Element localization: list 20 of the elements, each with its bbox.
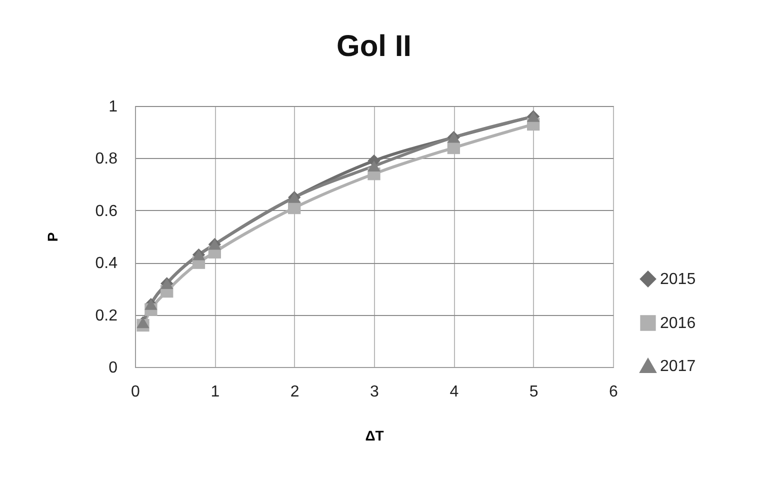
- legend-label: 2016: [660, 315, 696, 332]
- y-tick-label: 0.6: [95, 202, 118, 220]
- y-tick-label: 0.8: [95, 150, 118, 168]
- x-axis-title: ΔT: [365, 428, 384, 444]
- x-tick-label: 1: [210, 384, 220, 400]
- legend-label: 2017: [660, 358, 696, 375]
- y-tick-label: 0: [108, 360, 118, 376]
- y-tick-label: 0.4: [95, 255, 118, 272]
- x-tick-label: 4: [450, 384, 459, 400]
- x-tick-label: 3: [370, 384, 380, 400]
- x-tick-label: 6: [609, 384, 618, 400]
- y-axis-title: P: [44, 232, 60, 242]
- y-tick-label: 1: [108, 98, 118, 116]
- y-tick-label: 0.2: [95, 307, 118, 324]
- legend-label: 2015: [660, 271, 696, 288]
- x-tick-label: 2: [290, 384, 300, 400]
- x-tick-label: 5: [529, 384, 538, 400]
- x-tick-label: 0: [131, 384, 140, 400]
- chart-title: Gol II: [336, 30, 412, 63]
- point: [368, 160, 380, 172]
